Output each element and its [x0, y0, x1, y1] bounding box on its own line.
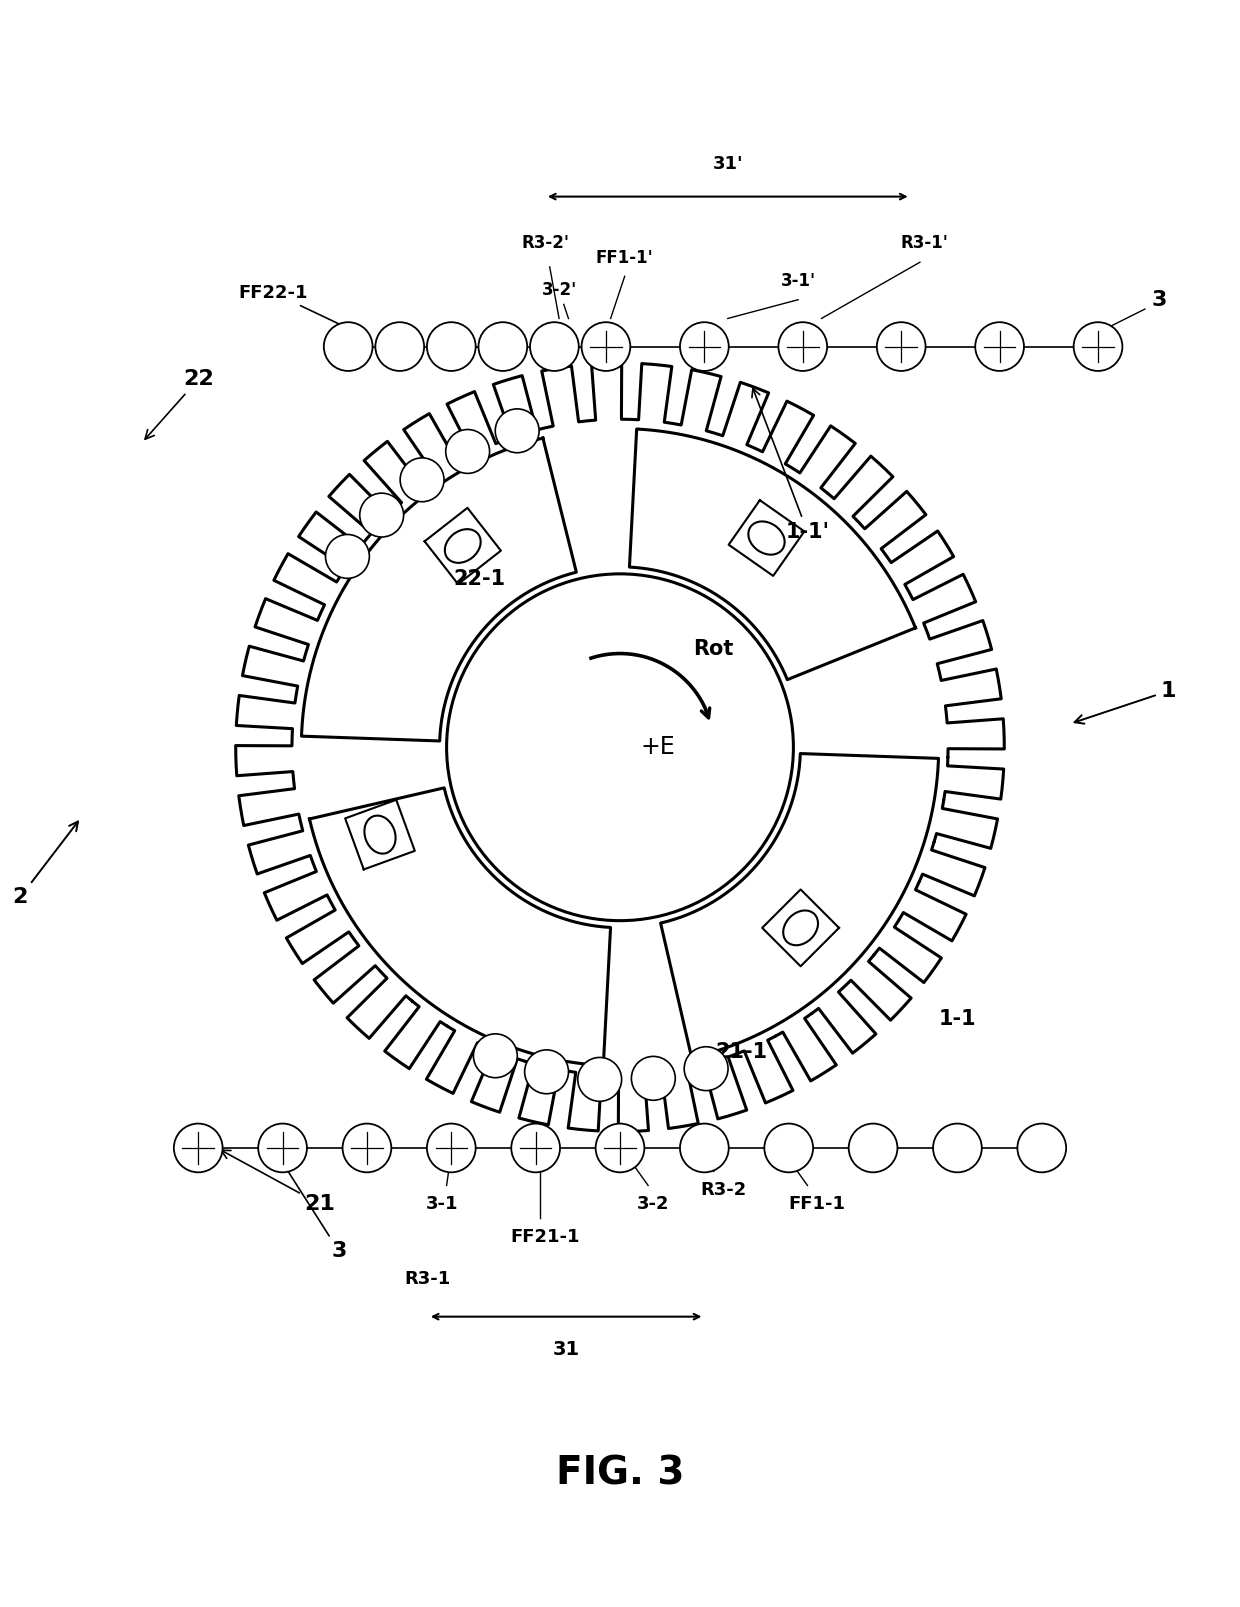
Text: FF22-1: FF22-1 — [238, 284, 363, 336]
Text: R3-2: R3-2 — [699, 1181, 746, 1199]
Circle shape — [401, 458, 444, 501]
Text: 3-2: 3-2 — [636, 1196, 670, 1213]
Text: 22: 22 — [145, 370, 213, 439]
Circle shape — [324, 321, 372, 371]
Ellipse shape — [784, 911, 818, 945]
Text: Rot: Rot — [693, 640, 734, 659]
Text: R3-1: R3-1 — [404, 1270, 451, 1289]
Circle shape — [764, 1123, 813, 1173]
Text: 22-1: 22-1 — [454, 569, 506, 588]
Text: 31': 31' — [713, 154, 743, 174]
Circle shape — [174, 1123, 223, 1173]
Text: 21: 21 — [221, 1151, 336, 1215]
Ellipse shape — [445, 529, 481, 562]
Text: FF1-1: FF1-1 — [789, 1196, 846, 1213]
Circle shape — [779, 321, 827, 371]
Circle shape — [525, 1049, 568, 1094]
Circle shape — [631, 1056, 676, 1101]
Circle shape — [511, 1123, 560, 1173]
Text: FIG. 3: FIG. 3 — [556, 1454, 684, 1493]
Circle shape — [877, 321, 925, 371]
Text: 3: 3 — [1151, 289, 1167, 310]
Text: 2: 2 — [12, 821, 78, 908]
Circle shape — [360, 493, 403, 537]
Circle shape — [326, 535, 370, 579]
Circle shape — [680, 321, 729, 371]
Circle shape — [848, 1123, 898, 1173]
Circle shape — [529, 321, 579, 371]
Ellipse shape — [365, 816, 396, 853]
Circle shape — [376, 321, 424, 371]
Text: R3-2': R3-2' — [521, 235, 569, 252]
Text: FF21-1: FF21-1 — [511, 1228, 580, 1245]
Circle shape — [495, 408, 539, 453]
Circle shape — [474, 1033, 517, 1078]
Circle shape — [582, 321, 630, 371]
Circle shape — [479, 321, 527, 371]
Text: R3-1': R3-1' — [900, 235, 949, 252]
Circle shape — [1017, 1123, 1066, 1173]
Text: 1: 1 — [1075, 681, 1176, 723]
Text: FF1-1': FF1-1' — [595, 249, 653, 267]
Circle shape — [578, 1057, 621, 1101]
Text: 1-1: 1-1 — [939, 1009, 976, 1028]
Circle shape — [445, 429, 490, 474]
Circle shape — [680, 1123, 729, 1173]
Circle shape — [975, 321, 1024, 371]
Circle shape — [932, 1123, 982, 1173]
Circle shape — [1074, 321, 1122, 371]
Text: +E: +E — [640, 736, 675, 759]
Circle shape — [258, 1123, 308, 1173]
Circle shape — [427, 1123, 476, 1173]
Text: 3-2': 3-2' — [542, 281, 577, 299]
Text: 21-1: 21-1 — [715, 1041, 768, 1062]
Text: 3-1: 3-1 — [425, 1196, 458, 1213]
Circle shape — [595, 1123, 645, 1173]
Circle shape — [427, 321, 476, 371]
Text: 1-1': 1-1' — [751, 389, 830, 542]
Text: 3: 3 — [275, 1152, 346, 1261]
Text: 31: 31 — [553, 1340, 579, 1360]
Text: 3-1': 3-1' — [780, 272, 816, 289]
Circle shape — [342, 1123, 392, 1173]
Ellipse shape — [749, 521, 785, 554]
Circle shape — [684, 1046, 728, 1091]
